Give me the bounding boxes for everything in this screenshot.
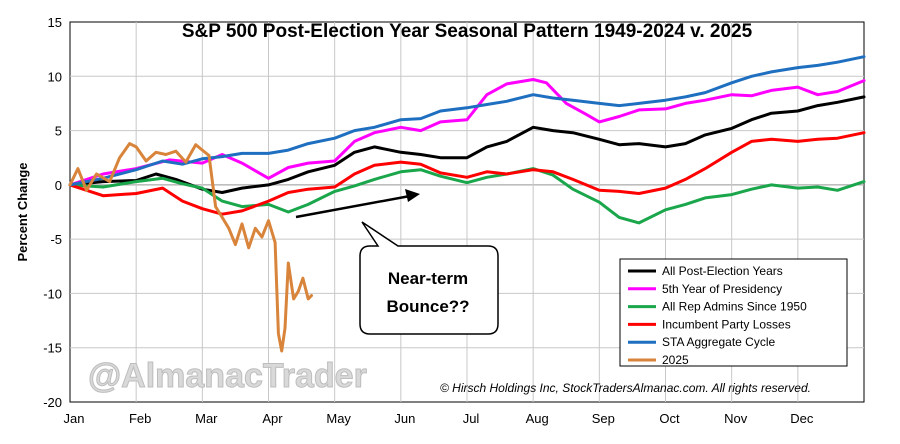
y-tick-label: -5 (50, 232, 62, 247)
copyright-note: © Hirsch Holdings Inc, StockTradersAlman… (440, 381, 811, 395)
bounce-arrow (295, 189, 420, 219)
callout-line1: Near-term (388, 269, 468, 288)
y-tick-label: 5 (55, 124, 62, 139)
series-line-3 (68, 167, 866, 225)
y-axis-label: Percent Change (15, 163, 30, 262)
legend-label: Incumbent Party Losses (662, 317, 791, 331)
watermark-logo: @AlmanacTrader (88, 357, 367, 395)
x-tick-label: Oct (659, 411, 680, 426)
series-line-6 (68, 142, 313, 353)
x-tick-label: May (326, 411, 351, 426)
x-tick-label: Nov (724, 411, 748, 426)
x-tick-label: Jun (394, 411, 415, 426)
gridlines (70, 22, 864, 402)
series-line-5 (68, 55, 866, 187)
y-axis-ticks: 15 10 5 0 -5 -10 -15 -20 (43, 15, 62, 410)
series-line-2 (68, 78, 866, 187)
x-tick-label: Aug (526, 411, 549, 426)
y-tick-label: -10 (43, 286, 62, 301)
legend: All Post-Election Years 5th Year of Presi… (619, 258, 848, 367)
callout-bubble: Near-term Bounce?? (359, 221, 499, 335)
y-tick-label: 0 (55, 178, 62, 193)
x-tick-label: Feb (129, 411, 151, 426)
legend-label: STA Aggregate Cycle (662, 335, 776, 349)
legend-label: 2025 (662, 353, 689, 367)
y-tick-label: 15 (48, 15, 62, 30)
legend-label: 5th Year of Presidency (662, 282, 782, 296)
y-tick-label: 10 (48, 69, 62, 84)
legend-label: All Post-Election Years (662, 264, 783, 278)
y-tick-label: -15 (43, 341, 62, 356)
x-tick-label: Jan (64, 411, 85, 426)
x-tick-label: Mar (195, 411, 218, 426)
callout-line2: Bounce?? (386, 297, 469, 316)
chart-title: S&P 500 Post-Election Year Seasonal Patt… (182, 21, 753, 42)
x-tick-label: Dec (790, 411, 814, 426)
y-tick-label: -20 (43, 395, 62, 410)
x-tick-label: Sep (592, 411, 615, 426)
series-line-1 (68, 95, 866, 194)
series-lines (68, 55, 866, 353)
legend-label: All Rep Admins Since 1950 (662, 300, 807, 314)
x-axis-ticks: Jan Feb Mar Apr May Jun Jul Aug Sep Oct Nov Dec (64, 411, 814, 426)
x-tick-label: Apr (262, 411, 283, 426)
x-tick-label: Jul (463, 411, 480, 426)
